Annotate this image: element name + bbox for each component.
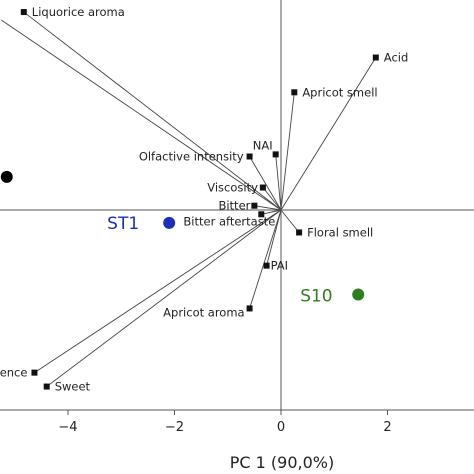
x-tick-label: −4 — [58, 420, 77, 435]
loading-label: Floral smell — [307, 225, 373, 239]
loading-marker — [296, 229, 303, 236]
loading-marker — [291, 89, 298, 96]
loading-line — [280, 209, 300, 233]
loading-marker — [20, 9, 27, 16]
loading-marker — [31, 369, 38, 376]
sample-label: S10 — [300, 287, 332, 307]
loading-marker — [259, 184, 266, 191]
x-tick-label: −2 — [165, 420, 184, 435]
loading-line — [280, 92, 295, 211]
loading-line — [262, 187, 282, 211]
loading-marker — [372, 54, 379, 61]
loading-marker — [246, 153, 253, 160]
x-tick-label: 0 — [277, 420, 285, 435]
loading-lines — [1, 11, 377, 387]
loading-label: Apricot smell — [302, 85, 377, 99]
loading-line — [254, 205, 282, 211]
loading-line — [34, 209, 282, 374]
loading-line — [261, 209, 282, 215]
loading-line — [46, 209, 282, 387]
loading-label: Bitter aftertaste — [183, 214, 275, 228]
loading-label: ence — [0, 366, 27, 380]
loading-label: NAI — [253, 138, 273, 152]
loading-markers — [20, 9, 379, 390]
loading-line — [23, 11, 282, 211]
loading-marker — [43, 383, 50, 390]
loading-line — [280, 57, 377, 211]
loading-label: Viscosity — [207, 181, 258, 195]
loading-label: Acid — [384, 51, 408, 65]
loading-labels: Liquorice aroma Acid Apricot smell NAI Olfac… — [0, 5, 408, 394]
axes — [0, 0, 474, 415]
loading-line — [249, 209, 282, 309]
loading-line — [1, 19, 282, 211]
x-axis-title: PC 1 (90,0%) — [230, 453, 334, 472]
sample-point — [0, 170, 13, 183]
loading-marker — [272, 151, 279, 158]
loading-marker — [251, 202, 258, 209]
sample-point — [352, 288, 365, 301]
loading-label: Bitter — [218, 199, 250, 213]
loading-label: Apricot aroma — [163, 305, 244, 319]
loading-marker — [263, 262, 270, 269]
x-tick-label: 2 — [383, 420, 391, 435]
loading-label: Olfactive intensity — [139, 150, 244, 164]
loading-line — [275, 154, 282, 211]
sample-points: ST1 S10 — [0, 170, 365, 307]
loading-label: PAI — [271, 259, 288, 273]
sample-label: ST1 — [107, 214, 139, 234]
loading-label: Sweet — [55, 380, 91, 394]
sample-point — [163, 216, 176, 229]
loading-marker — [258, 211, 265, 218]
loading-line — [266, 209, 282, 266]
loading-label: Liquorice aroma — [32, 5, 125, 19]
loading-line — [249, 156, 282, 211]
loading-marker — [246, 305, 253, 312]
x-tick-labels: −4 −2 0 2 — [58, 420, 391, 435]
